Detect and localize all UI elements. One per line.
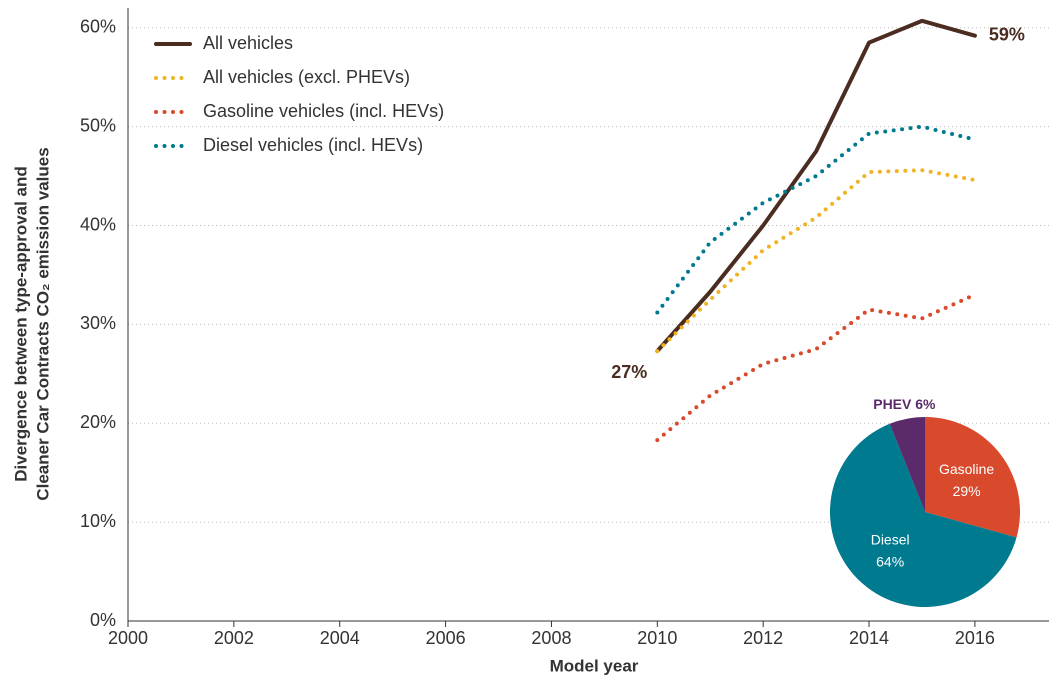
pie-slice (889, 417, 925, 512)
pie-slice (925, 417, 1020, 538)
x-tick-label: 2014 (849, 628, 889, 648)
legend-label: All vehicles (203, 33, 293, 53)
pie-label-name: PHEV (873, 396, 912, 412)
pie-label-name: Diesel (871, 532, 910, 548)
series-line (655, 168, 977, 354)
series-line (655, 292, 977, 443)
data-label: 27% (611, 362, 647, 382)
legend-label: Gasoline vehicles (incl. HEVs) (203, 101, 444, 121)
pie-label-name: Gasoline (939, 461, 994, 477)
x-tick-label: 2006 (426, 628, 466, 648)
x-tick-label: 2010 (637, 628, 677, 648)
y-axis-label: Cleaner Car Contracts CO₂ emission value… (33, 147, 52, 500)
y-axis-label: Divergence between type-approval and (11, 166, 30, 482)
x-axis-label: Model year (550, 656, 639, 675)
y-tick-label: 40% (80, 214, 116, 234)
pie-label: PHEV 6% (873, 396, 936, 412)
pie-slice (830, 423, 1017, 607)
x-tick-label: 2008 (531, 628, 571, 648)
pie-label-value: 6% (915, 396, 936, 412)
y-tick-label: 50% (80, 115, 116, 135)
pie-label-value: 29% (953, 483, 981, 499)
y-tick-label: 10% (80, 511, 116, 531)
series-line (655, 124, 977, 315)
legend-label: All vehicles (excl. PHEVs) (203, 67, 410, 87)
pie-label-value: 64% (876, 554, 904, 570)
y-tick-label: 60% (80, 17, 116, 37)
y-tick-label: 20% (80, 412, 116, 432)
data-label: 59% (989, 24, 1025, 44)
x-tick-label: 2004 (320, 628, 360, 648)
y-tick-label: 0% (90, 610, 116, 630)
y-tick-label: 30% (80, 313, 116, 333)
x-tick-label: 2000 (108, 628, 148, 648)
series-line (655, 18, 977, 354)
x-tick-label: 2016 (955, 628, 995, 648)
legend-label: Diesel vehicles (incl. HEVs) (203, 135, 423, 155)
x-tick-label: 2002 (214, 628, 254, 648)
x-tick-label: 2012 (743, 628, 783, 648)
